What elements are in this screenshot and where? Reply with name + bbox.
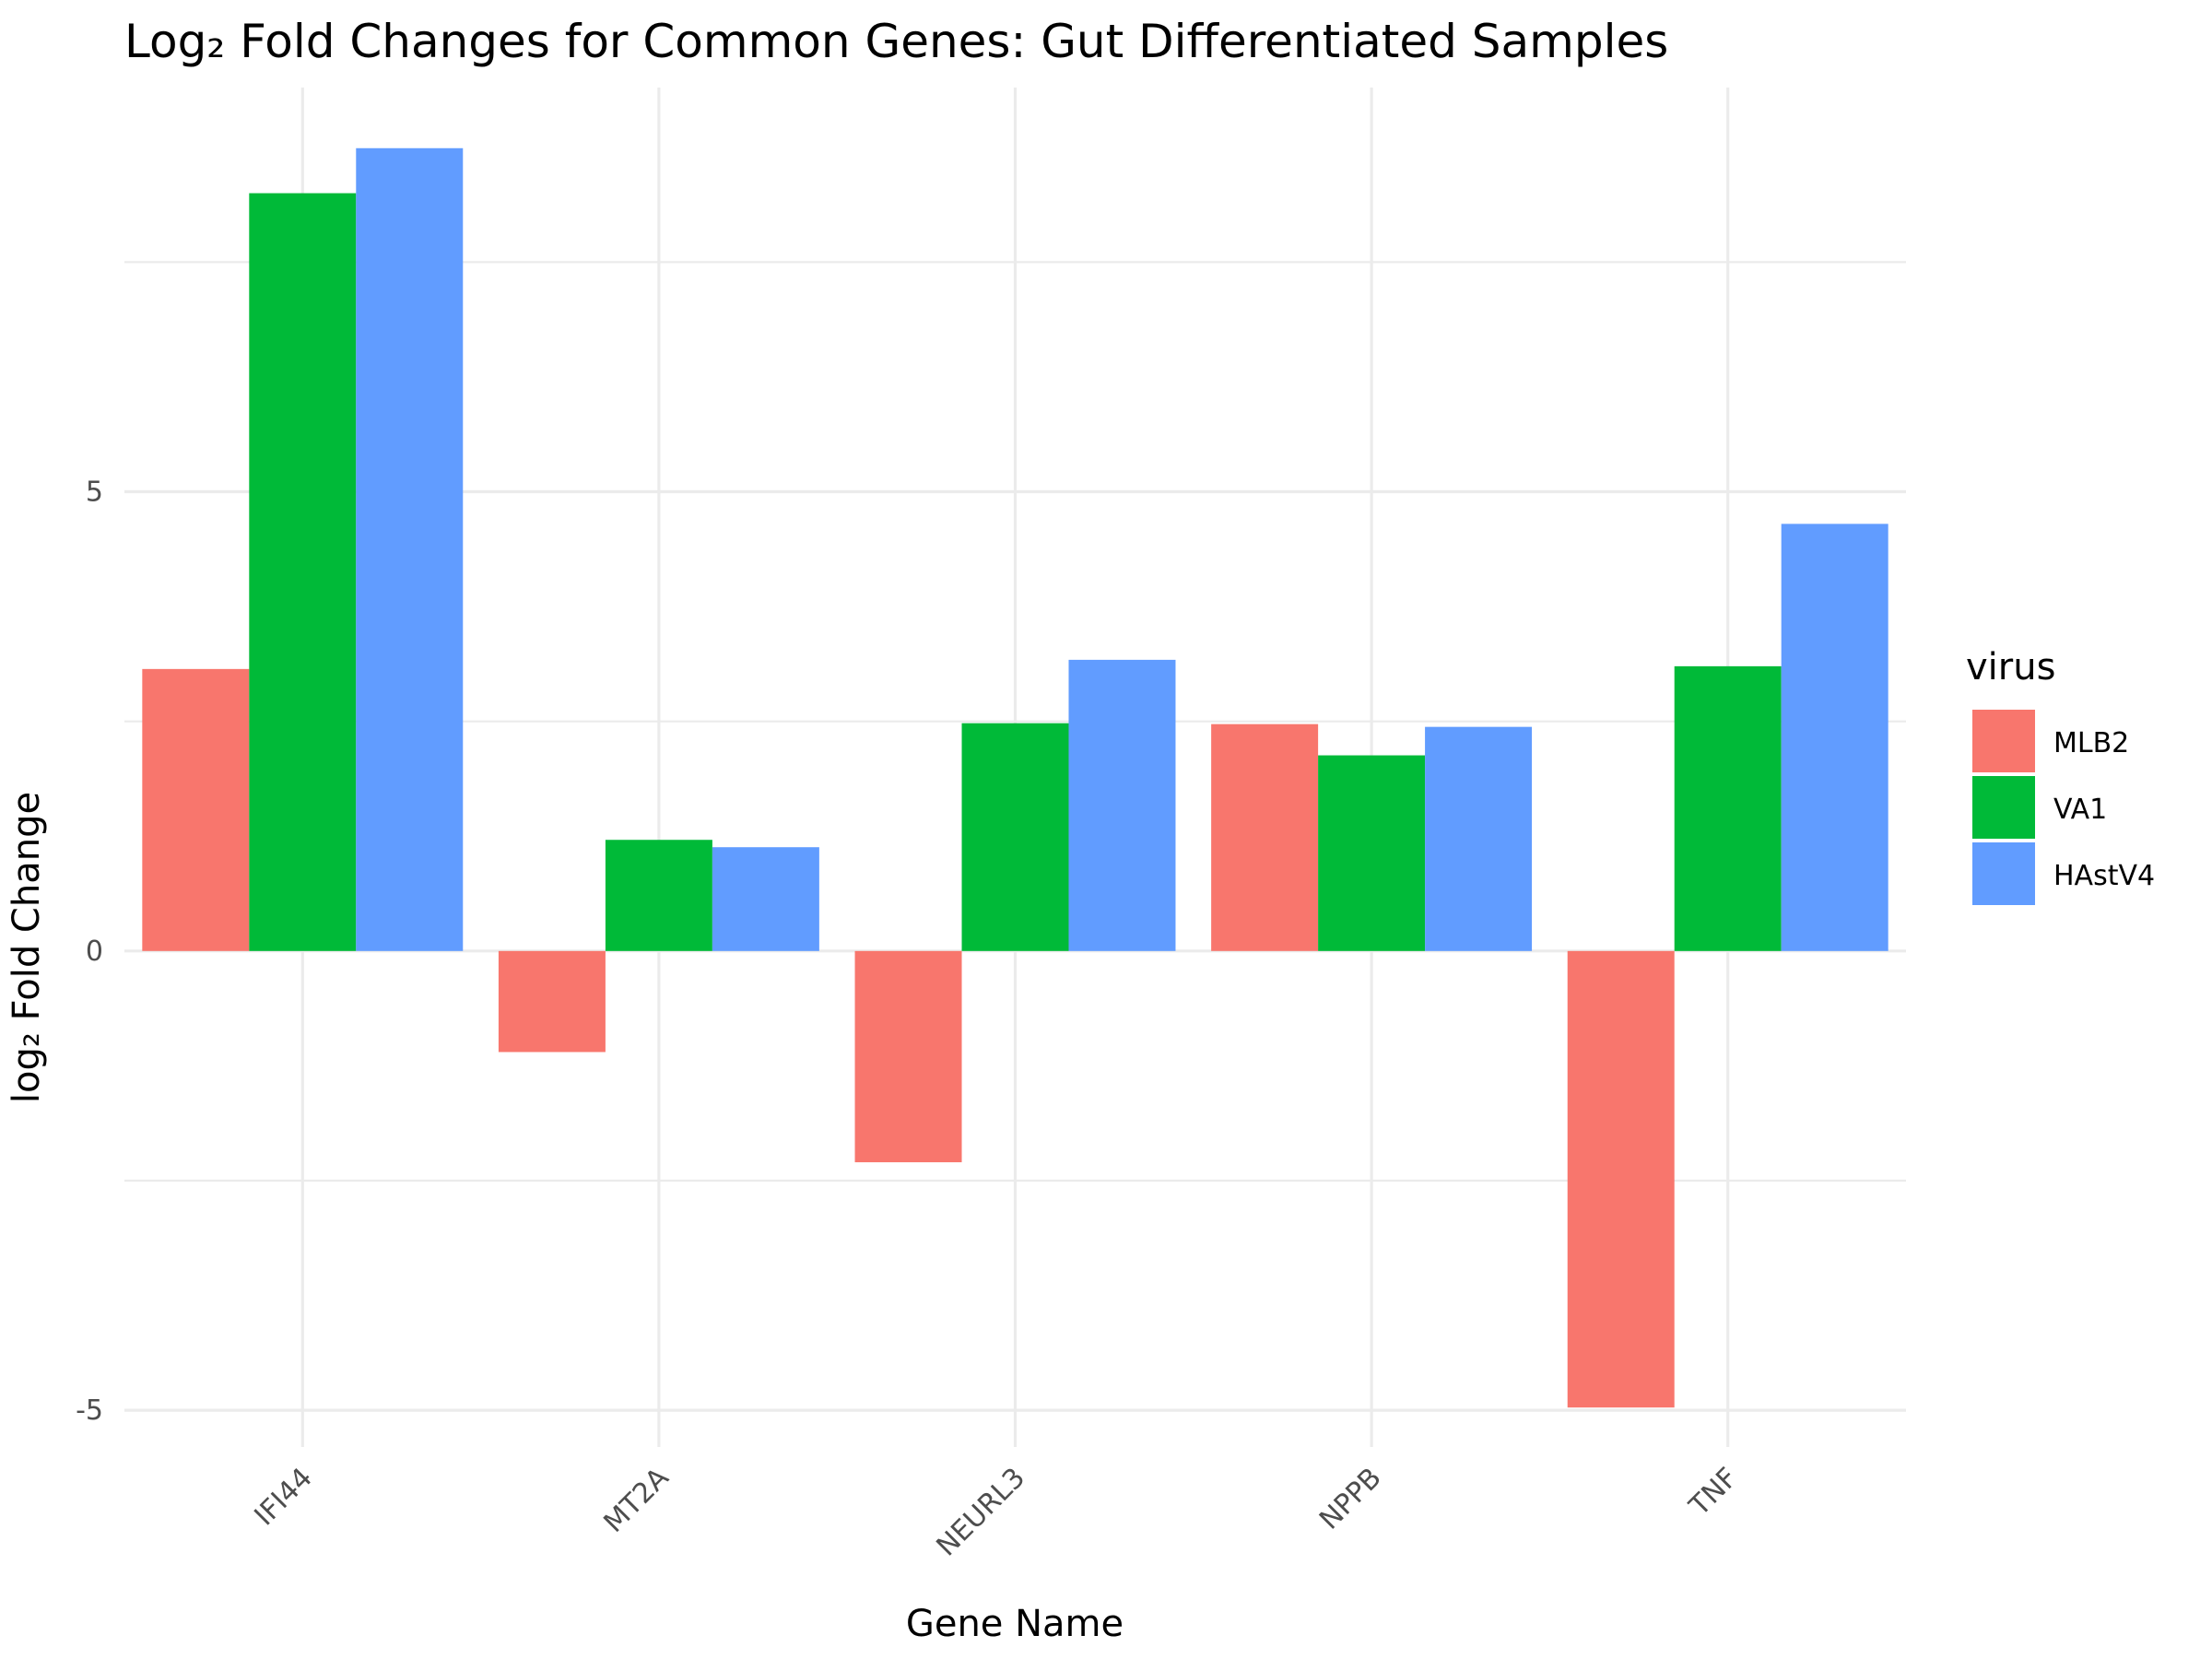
bar-ifi44-mlb2 bbox=[142, 668, 250, 951]
bars bbox=[142, 147, 1888, 1408]
y-tick-label-0: -5 bbox=[76, 1394, 103, 1427]
legend-key-mlb2 bbox=[1972, 710, 2035, 772]
chart-title: Log₂ Fold Changes for Common Genes: Gut … bbox=[124, 15, 1668, 68]
bar-mt2a-mlb2 bbox=[498, 950, 606, 1053]
y-axis-ticks: -5 0 5 bbox=[76, 477, 103, 1428]
bar-nppb-va1 bbox=[1318, 755, 1426, 951]
y-axis-title: log₂ Fold Change bbox=[6, 792, 48, 1103]
legend-key-va1 bbox=[1972, 776, 2035, 839]
bar-nppb-hastv4 bbox=[1425, 726, 1533, 951]
bar-neurl3-va1 bbox=[961, 723, 1069, 951]
legend-label-va1: VA1 bbox=[2053, 794, 2107, 826]
bar-mt2a-va1 bbox=[605, 840, 712, 951]
legend-title: virus bbox=[1966, 646, 2055, 688]
legend-label-hastv4: HAstV4 bbox=[2053, 860, 2155, 892]
x-axis-title: Gene Name bbox=[906, 1603, 1124, 1645]
legend-items: MLB2 VA1 HAstV4 bbox=[1972, 710, 2155, 905]
legend-label-mlb2: MLB2 bbox=[2053, 727, 2129, 759]
bar-ifi44-va1 bbox=[249, 193, 357, 951]
bar-ifi44-hastv4 bbox=[356, 147, 464, 951]
bar-tnf-va1 bbox=[1674, 665, 1782, 951]
bar-neurl3-hastv4 bbox=[1068, 659, 1176, 951]
bar-mt2a-hastv4 bbox=[712, 847, 819, 951]
legend-key-hastv4 bbox=[1972, 842, 2035, 905]
bar-tnf-mlb2 bbox=[1567, 950, 1675, 1408]
legend: virus MLB2 VA1 HAstV4 bbox=[1966, 646, 2155, 905]
bar-tnf-hastv4 bbox=[1781, 524, 1888, 951]
y-tick-label-2: 5 bbox=[86, 477, 103, 509]
bar-nppb-mlb2 bbox=[1211, 724, 1319, 951]
y-tick-label-1: 0 bbox=[86, 935, 103, 968]
bar-neurl3-mlb2 bbox=[854, 950, 962, 1163]
